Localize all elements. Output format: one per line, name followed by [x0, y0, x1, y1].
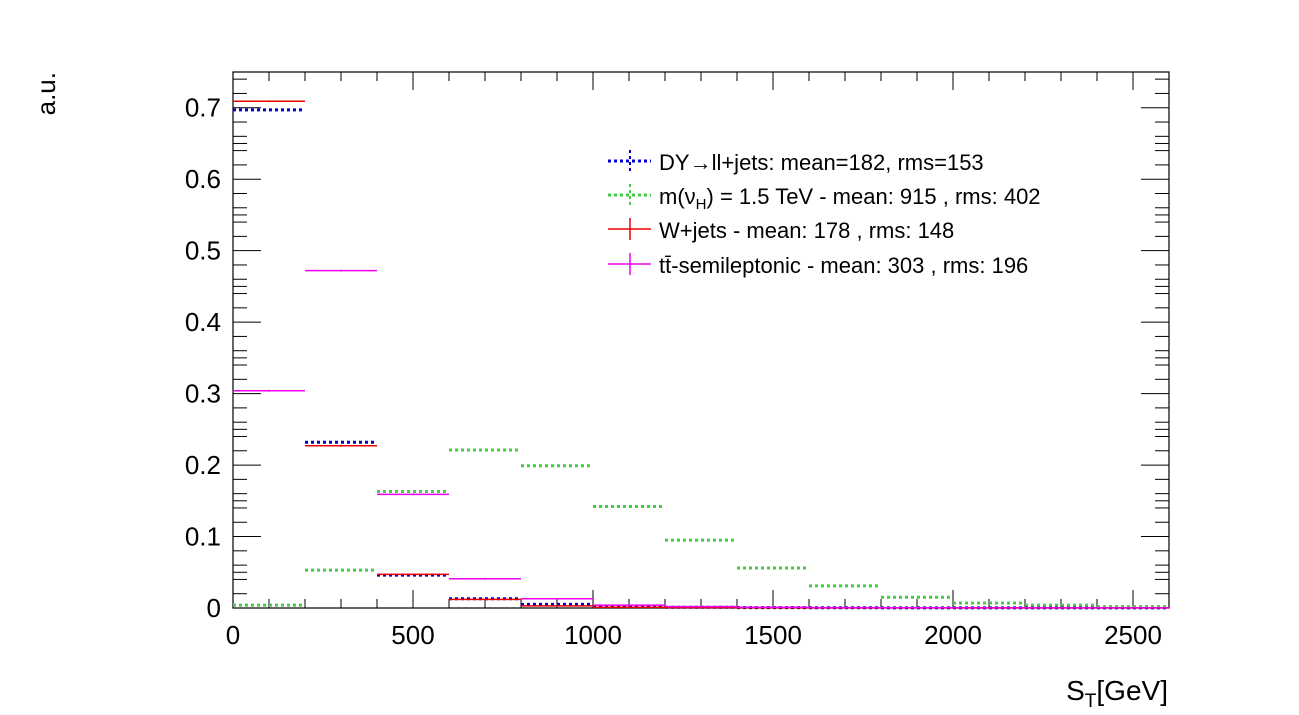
legend-label-dy: DY→ll+jets: mean=182, rms=153 — [659, 150, 984, 175]
y-tick-label: 0.1 — [185, 522, 221, 552]
y-axis-label: a.u. — [31, 72, 61, 115]
axis-ticks — [232, 71, 1170, 609]
y-tick-label: 0.7 — [185, 93, 221, 123]
legend-entry-ttbar: tt̄-semileptonic - mean: 303 , rms: 196 — [608, 253, 1028, 278]
y-tick-label: 0.6 — [185, 164, 221, 194]
x-tick-label: 2500 — [1104, 620, 1162, 650]
legend-label-ttbar: tt̄-semileptonic - mean: 303 , rms: 196 — [659, 253, 1028, 278]
tick-labels: 0 500 1000 1500 2000 2500 0 0.1 0.2 0.3 0.4 0.5 0.6 0… — [185, 93, 1162, 650]
x-tick-label: 0 — [226, 620, 240, 650]
x-axis-label-unit: [GeV] — [1096, 675, 1168, 706]
data-series — [233, 100, 1169, 610]
y-tick-label: 0 — [207, 593, 221, 623]
legend: DY→ll+jets: mean=182, rms=153 m(νH) = 1.… — [608, 150, 1041, 278]
y-tick-label: 0.3 — [185, 379, 221, 409]
series-1 — [233, 448, 1169, 609]
x-tick-label: 1000 — [564, 620, 622, 650]
x-axis-label-main: S — [1066, 675, 1085, 706]
series-3 — [233, 269, 1169, 609]
legend-label-signal: m(νH) = 1.5 TeV - mean: 915 , rms: 402 — [659, 184, 1041, 213]
y-tick-label: 0.2 — [185, 450, 221, 480]
x-tick-label: 1500 — [744, 620, 802, 650]
y-tick-label: 0.5 — [185, 236, 221, 266]
x-axis-label: ST[GeV] — [1066, 675, 1168, 712]
x-tick-label: 2000 — [924, 620, 982, 650]
legend-entry-signal: m(νH) = 1.5 TeV - mean: 915 , rms: 402 — [608, 184, 1041, 213]
x-axis-label-sub: T — [1085, 691, 1097, 712]
legend-entry-dy: DY→ll+jets: mean=182, rms=153 — [608, 150, 984, 175]
x-tick-label: 500 — [391, 620, 434, 650]
series-2 — [233, 100, 1169, 609]
legend-entry-wjets: W+jets - mean: 178 , rms: 148 — [608, 218, 954, 243]
y-tick-label: 0.4 — [185, 307, 221, 337]
legend-label-wjets: W+jets - mean: 178 , rms: 148 — [659, 218, 954, 243]
